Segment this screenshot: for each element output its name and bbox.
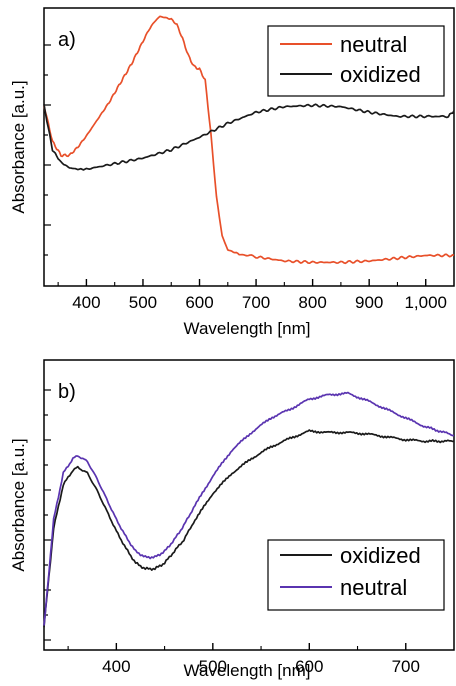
- series-line-neutral: [43, 15, 455, 265]
- panel-b-legend-label-oxidized: oxidized: [340, 543, 421, 568]
- panel-a-y-axis-label: Absorbance [a.u.]: [9, 80, 28, 213]
- x-tick-label: 700: [242, 293, 270, 312]
- x-tick-label: 700: [392, 657, 420, 676]
- x-tick-label: 500: [129, 293, 157, 312]
- panel-b-legend: oxidized neutral: [267, 539, 445, 611]
- x-tick-label: 600: [185, 293, 213, 312]
- series-line-oxidized: [43, 429, 455, 628]
- x-tick-label: 1,000: [404, 293, 447, 312]
- x-tick-label: 400: [102, 657, 130, 676]
- panel-a-legend-label-oxidized: oxidized: [340, 62, 421, 87]
- panel-b-legend-box: [267, 539, 445, 611]
- x-tick-label: 800: [298, 293, 326, 312]
- panel-a-series: [43, 15, 455, 265]
- x-tick-label: 900: [355, 293, 383, 312]
- x-tick-label: 600: [295, 657, 323, 676]
- panel-b-legend-label-neutral: neutral: [340, 575, 407, 600]
- panel-b-ticks: [44, 389, 407, 650]
- panel-b-tick-labels: 400 500 600 700: [102, 657, 420, 676]
- panel-b-x-axis-label: Wavelength [nm]: [184, 661, 311, 680]
- panel-a-chart: 400 500 600 700 800 900 1,000 a) Wavelength [n…: [9, 7, 455, 338]
- x-tick-label: 500: [199, 657, 227, 676]
- panel-b-series: [43, 391, 455, 628]
- panel-a-x-axis-label: Wavelength [nm]: [184, 319, 311, 338]
- panel-a-ticks: [44, 44, 427, 286]
- panel-a-plot-frame: [43, 7, 455, 287]
- panel-a-legend-box: [267, 25, 445, 97]
- panel-b-chart: 400 500 600 700 b) Wavelength [nm] Absorban…: [9, 359, 455, 680]
- x-tick-label: 400: [72, 293, 100, 312]
- series-line-oxidized: [43, 103, 455, 171]
- panel-a-legend: neutral oxidized: [267, 25, 445, 97]
- panel-a-tick-labels: 400 500 600 700 800 900 1,000: [72, 293, 447, 312]
- panel-a-legend-label-neutral: neutral: [340, 32, 407, 57]
- panel-b-plot-frame: [43, 359, 455, 651]
- panel-b-label: b): [58, 381, 76, 403]
- series-line-neutral: [43, 391, 455, 626]
- panel-a-label: a): [58, 29, 76, 51]
- panel-b-y-axis-label: Absorbance [a.u.]: [9, 438, 28, 571]
